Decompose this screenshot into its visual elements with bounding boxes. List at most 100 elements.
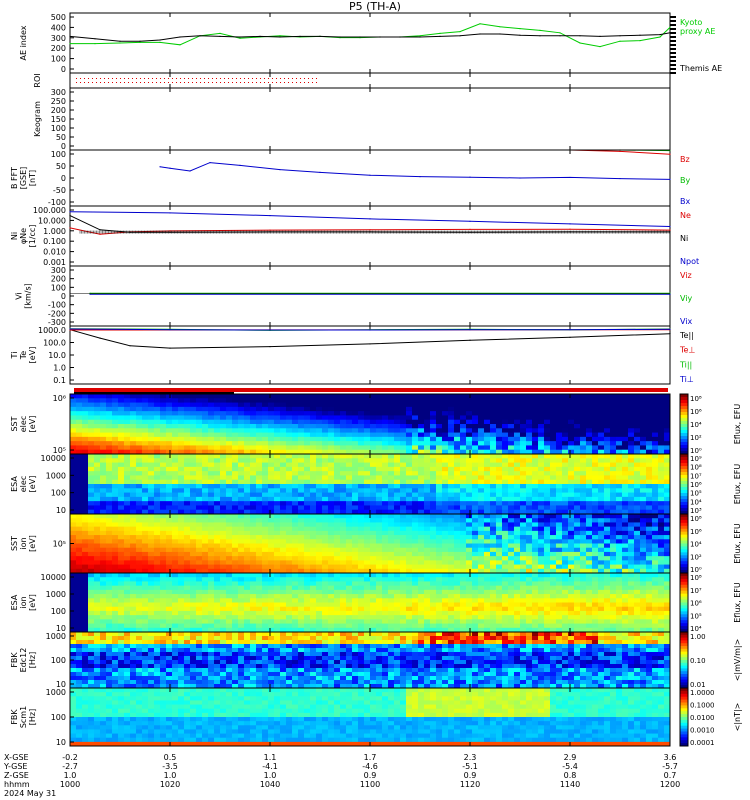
- sst_i-cell: [532, 518, 539, 523]
- esa_e-cell: [118, 484, 125, 489]
- esa_e-cell: [658, 471, 665, 476]
- sst_e-cell: [478, 402, 485, 408]
- sst_i-cell: [520, 526, 527, 532]
- sst_e-cell: [634, 402, 641, 408]
- esa_e-cell: [394, 496, 401, 502]
- esa_e-cell: [88, 479, 95, 485]
- sst_i-cell: [184, 556, 191, 561]
- esa_e-cell: [382, 488, 389, 493]
- esa_e-cell: [220, 509, 227, 515]
- sst_e-cell: [574, 411, 581, 416]
- esa_e-cell: [478, 462, 485, 468]
- esa_e-cell: [400, 488, 407, 493]
- roi-dot: [272, 78, 273, 79]
- esa_e-cell: [580, 496, 587, 502]
- esa_e-cell: [130, 509, 137, 515]
- esa_e-cell: [184, 458, 191, 463]
- roi-dot: [316, 82, 317, 83]
- esa_e-cell: [502, 475, 509, 481]
- esa_e-cell: [496, 454, 503, 459]
- sst_i-cell: [160, 560, 167, 565]
- sst_e-cell: [400, 402, 407, 408]
- esa_e-cell: [304, 501, 311, 506]
- esa_e-cell: [322, 488, 329, 493]
- sst_i-cell: [262, 535, 269, 540]
- sst_i-cell: [442, 539, 449, 544]
- sst_i-cell: [232, 514, 239, 519]
- sst_i-cell: [130, 556, 137, 561]
- sst_i-cell: [406, 522, 413, 528]
- sst_i-cell: [226, 514, 233, 519]
- sst_e-cell: [286, 419, 293, 425]
- roi-dot: [172, 78, 173, 79]
- sst_i-cell: [196, 556, 203, 561]
- esa_e-cell: [574, 462, 581, 468]
- esa_e-cell: [526, 496, 533, 502]
- esa_e-cell: [340, 479, 347, 485]
- sst_i-cell: [226, 518, 233, 523]
- sst_e-colorbar-cell: [680, 433, 688, 437]
- esa_e-cell: [568, 488, 575, 493]
- sst_i-cell: [454, 564, 461, 570]
- esa_e-cell: [562, 475, 569, 481]
- sst_e-cell: [604, 428, 611, 433]
- sst_i-cell: [502, 564, 509, 570]
- sst_e-cell: [502, 432, 509, 438]
- sst_e-cell: [184, 428, 191, 433]
- sst_i-cell: [352, 535, 359, 540]
- sst_e-cell: [352, 411, 359, 416]
- esa_e-cell: [472, 462, 479, 468]
- esa_e-cell: [346, 496, 353, 502]
- sst_i-cell: [346, 556, 353, 561]
- sst_i-cell: [568, 535, 575, 540]
- esa_e-cell: [76, 458, 83, 463]
- sst_e-cell: [628, 394, 635, 399]
- sst_i-cell: [208, 556, 215, 561]
- ae-tick-bar: [670, 32, 676, 34]
- esa_e-cell: [340, 466, 347, 472]
- sst_i-cell: [358, 551, 365, 557]
- esa_e-cell: [358, 475, 365, 481]
- sst_i-cell: [118, 535, 125, 540]
- ae-point: [94, 43, 96, 45]
- sst_e-cell: [166, 394, 173, 399]
- sst_e-cell: [376, 415, 383, 421]
- esa_e-cell: [550, 471, 557, 476]
- sst_i-cell: [466, 551, 473, 557]
- sst_e-cell: [340, 445, 347, 451]
- sst_e-cell: [634, 398, 641, 403]
- esa_e-cell: [112, 454, 119, 459]
- sst_e-cell: [322, 428, 329, 433]
- sst_e-cell: [616, 436, 623, 442]
- esa_e-cell: [328, 492, 335, 498]
- sst_e-cell: [166, 436, 173, 442]
- esa_e-cell: [208, 505, 215, 511]
- sst_e-cell: [568, 411, 575, 416]
- esa_e-cell: [208, 509, 215, 515]
- esa_e-cell: [400, 484, 407, 489]
- esa_e-cell: [388, 471, 395, 476]
- sst_i-cell: [106, 560, 113, 565]
- esa_e-cell: [214, 462, 221, 468]
- sst_e-cell: [454, 432, 461, 438]
- velocity-ytick-label: 200: [51, 275, 66, 284]
- esa_e-cell: [172, 488, 179, 493]
- esa_e-cell: [232, 496, 239, 502]
- sst_e-cell: [82, 424, 89, 429]
- esa_e-cell: [340, 496, 347, 502]
- sst_i-cell: [196, 547, 203, 553]
- temperature-ytick-label: 100.0: [43, 339, 66, 348]
- esa_e-cell: [208, 488, 215, 493]
- sst_i-cell: [442, 522, 449, 528]
- sst_i-cell: [388, 564, 395, 570]
- sst_e-cell: [136, 419, 143, 425]
- sst_i-cell: [538, 543, 545, 549]
- sst_e-cell: [262, 419, 269, 425]
- sst_e-cell: [88, 402, 95, 408]
- sst_i-cell: [130, 560, 137, 565]
- esa_e-cell: [220, 479, 227, 485]
- sst_i-cell: [244, 539, 251, 544]
- esa_e-cell: [436, 501, 443, 506]
- esa_e-cell: [352, 454, 359, 459]
